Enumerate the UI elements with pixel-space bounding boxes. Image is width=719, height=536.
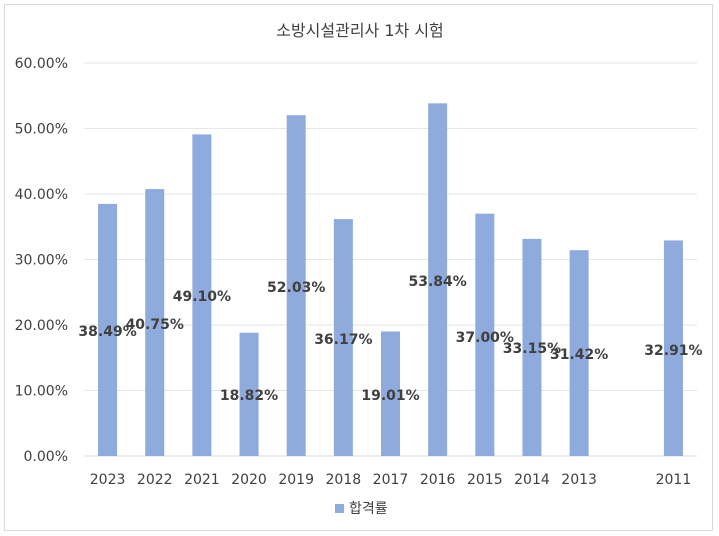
x-tick-label: 2023	[90, 472, 126, 488]
data-label: 32.91%	[644, 343, 702, 359]
bar-series	[98, 103, 683, 457]
x-tick-label: 2021	[184, 472, 220, 488]
y-tick-label: 40.00%	[15, 187, 68, 203]
data-label: 18.82%	[220, 388, 278, 404]
gridlines	[84, 62, 697, 457]
data-label: 31.42%	[550, 347, 608, 363]
y-tick-label: 60.00%	[15, 56, 68, 72]
x-tick-label: 2017	[373, 472, 409, 488]
bar	[286, 115, 306, 457]
chart-title: 소방시설관리사 1차 시험	[276, 21, 444, 40]
legend-label: 합격률	[349, 501, 388, 517]
y-tick-label: 50.00%	[15, 122, 68, 138]
x-tick-label: 2018	[326, 472, 362, 488]
x-tick-label: 2022	[137, 472, 173, 488]
data-label: 33.15%	[503, 341, 561, 357]
bar	[522, 238, 542, 456]
bar	[475, 213, 495, 456]
bar	[569, 250, 589, 456]
x-axis: 2023 2022 2021 2020 2019 2018 2017 2016 2015 2014…	[90, 472, 691, 488]
bar	[145, 189, 165, 456]
data-label: 19.01%	[361, 388, 419, 404]
x-tick-label: 2011	[656, 472, 692, 488]
y-tick-label: 10.00%	[15, 384, 68, 400]
bar	[98, 203, 118, 456]
data-label: 36.17%	[314, 332, 372, 348]
x-tick-label: 2013	[561, 472, 597, 488]
x-tick-label: 2019	[278, 472, 314, 488]
data-label: 49.10%	[173, 289, 231, 305]
x-tick-label: 2020	[231, 472, 267, 488]
bar	[333, 219, 353, 456]
y-tick-label: 20.00%	[15, 318, 68, 334]
data-label: 40.75%	[126, 317, 184, 333]
x-tick-label: 2015	[467, 472, 503, 488]
y-tick-label: 0.00%	[24, 449, 68, 465]
legend: 합격률	[335, 501, 388, 517]
bar	[381, 331, 400, 456]
data-label: 53.84%	[408, 274, 466, 290]
data-label: 37.00%	[456, 330, 514, 346]
bar	[663, 240, 683, 456]
y-axis: 0.00% 10.00% 20.00% 30.00% 40.00% 50.00% 60.00…	[15, 56, 68, 465]
chart-area	[4, 4, 713, 531]
data-labels: 38.49%40.75% 49.10% 18.82% 52.03% 36.17% 19.0…	[78, 274, 702, 404]
data-label: 52.03%	[267, 280, 325, 296]
y-tick-label: 30.00%	[15, 253, 68, 269]
x-tick-label: 2014	[514, 472, 550, 488]
legend-swatch	[335, 504, 344, 513]
data-label: 38.49%	[78, 324, 136, 340]
x-tick-label: 2016	[420, 472, 456, 488]
bar	[428, 103, 448, 457]
bar	[239, 332, 259, 456]
bar	[192, 134, 212, 456]
